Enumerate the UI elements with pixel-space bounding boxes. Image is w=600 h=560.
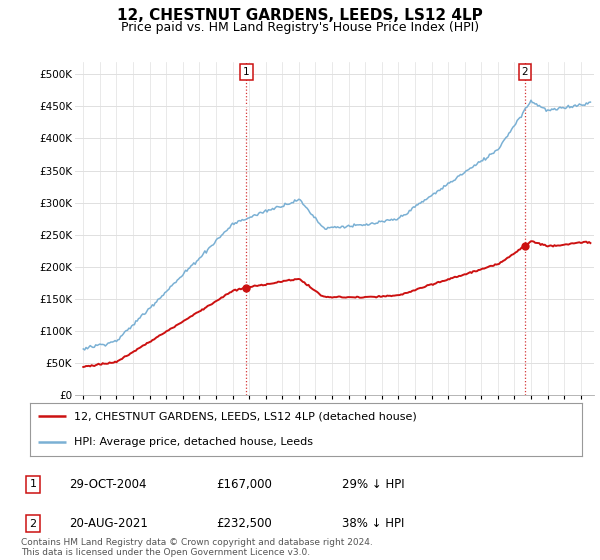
Text: £167,000: £167,000 — [216, 478, 272, 491]
Text: 20-AUG-2021: 20-AUG-2021 — [69, 517, 148, 530]
Text: 1: 1 — [243, 67, 250, 77]
Text: £232,500: £232,500 — [216, 517, 272, 530]
Text: 12, CHESTNUT GARDENS, LEEDS, LS12 4LP: 12, CHESTNUT GARDENS, LEEDS, LS12 4LP — [117, 8, 483, 24]
Text: HPI: Average price, detached house, Leeds: HPI: Average price, detached house, Leed… — [74, 437, 313, 447]
Text: 2: 2 — [521, 67, 528, 77]
Text: 29-OCT-2004: 29-OCT-2004 — [69, 478, 146, 491]
Text: 29% ↓ HPI: 29% ↓ HPI — [342, 478, 404, 491]
Text: 12, CHESTNUT GARDENS, LEEDS, LS12 4LP (detached house): 12, CHESTNUT GARDENS, LEEDS, LS12 4LP (d… — [74, 412, 417, 422]
Text: 1: 1 — [29, 479, 37, 489]
Text: Price paid vs. HM Land Registry's House Price Index (HPI): Price paid vs. HM Land Registry's House … — [121, 21, 479, 34]
Text: 2: 2 — [29, 519, 37, 529]
Text: Contains HM Land Registry data © Crown copyright and database right 2024.
This d: Contains HM Land Registry data © Crown c… — [21, 538, 373, 557]
Text: 38% ↓ HPI: 38% ↓ HPI — [342, 517, 404, 530]
